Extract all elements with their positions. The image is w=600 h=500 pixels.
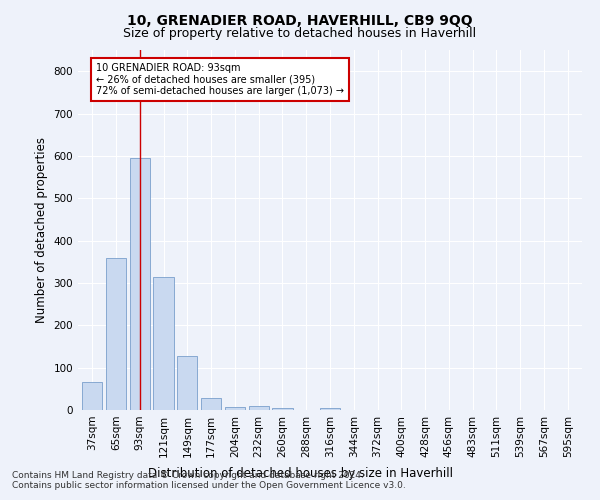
Bar (272, 408, 293, 410)
Bar (177, 356, 197, 410)
Text: Distribution of detached houses by size in Haverhill: Distribution of detached houses by size … (148, 468, 452, 480)
Text: 10 GRENADIER ROAD: 93sqm
← 26% of detached houses are smaller (395)
72% of semi-: 10 GRENADIER ROAD: 93sqm ← 26% of detach… (96, 62, 344, 96)
Bar (106, 258, 126, 410)
Bar (201, 398, 221, 410)
Bar (130, 158, 150, 410)
Y-axis label: Number of detached properties: Number of detached properties (35, 137, 48, 323)
Text: Contains HM Land Registry data © Crown copyright and database right 2024.
Contai: Contains HM Land Registry data © Crown c… (12, 470, 406, 490)
Bar (248, 406, 269, 410)
Bar (82, 382, 103, 410)
Bar (320, 408, 340, 410)
Text: 10, GRENADIER ROAD, HAVERHILL, CB9 9QQ: 10, GRENADIER ROAD, HAVERHILL, CB9 9QQ (127, 14, 473, 28)
Text: Size of property relative to detached houses in Haverhill: Size of property relative to detached ho… (124, 28, 476, 40)
Bar (154, 278, 173, 410)
Bar (225, 407, 245, 410)
